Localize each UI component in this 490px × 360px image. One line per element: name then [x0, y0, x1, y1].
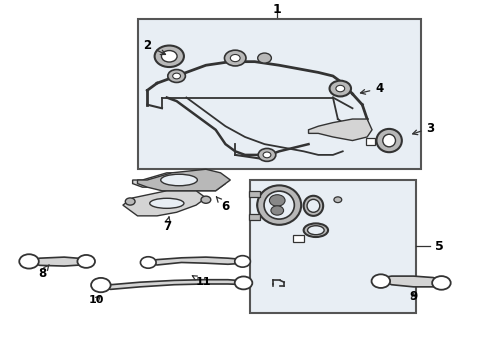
- Text: 8: 8: [38, 265, 49, 280]
- Circle shape: [270, 195, 285, 206]
- Ellipse shape: [304, 196, 323, 216]
- Polygon shape: [145, 257, 245, 265]
- Polygon shape: [25, 257, 91, 266]
- Circle shape: [155, 45, 184, 67]
- Circle shape: [432, 276, 451, 290]
- Polygon shape: [377, 276, 445, 287]
- Circle shape: [371, 274, 390, 288]
- Text: 1: 1: [272, 3, 281, 16]
- Circle shape: [235, 256, 250, 267]
- Text: 5: 5: [435, 240, 443, 253]
- Circle shape: [235, 276, 252, 289]
- Circle shape: [336, 85, 344, 92]
- Circle shape: [77, 255, 95, 268]
- Ellipse shape: [304, 224, 328, 237]
- Text: 11: 11: [193, 276, 211, 287]
- Ellipse shape: [308, 226, 324, 235]
- Text: 4: 4: [361, 82, 384, 95]
- Polygon shape: [309, 119, 372, 140]
- Polygon shape: [257, 189, 289, 218]
- Circle shape: [19, 254, 39, 269]
- Ellipse shape: [307, 199, 320, 212]
- Bar: [250, 180, 416, 313]
- Circle shape: [271, 206, 284, 215]
- Circle shape: [224, 50, 246, 66]
- Circle shape: [263, 152, 271, 158]
- Circle shape: [201, 196, 211, 203]
- Circle shape: [230, 54, 240, 62]
- Text: 2: 2: [143, 39, 166, 54]
- Ellipse shape: [383, 134, 395, 147]
- Polygon shape: [138, 169, 230, 191]
- Circle shape: [330, 81, 351, 96]
- Ellipse shape: [150, 198, 184, 208]
- Text: 7: 7: [163, 217, 171, 233]
- Circle shape: [161, 50, 177, 62]
- Circle shape: [91, 278, 111, 292]
- Bar: [138, 19, 421, 169]
- Ellipse shape: [257, 185, 301, 225]
- Polygon shape: [133, 173, 225, 191]
- Bar: [249, 191, 260, 197]
- Ellipse shape: [376, 129, 402, 152]
- Circle shape: [258, 148, 276, 161]
- Polygon shape: [96, 280, 247, 289]
- Text: 6: 6: [217, 197, 230, 213]
- Circle shape: [334, 197, 342, 203]
- Text: 10: 10: [88, 295, 104, 305]
- Circle shape: [168, 69, 185, 82]
- Circle shape: [258, 53, 271, 63]
- Circle shape: [141, 257, 156, 268]
- Ellipse shape: [264, 191, 294, 219]
- Bar: [293, 234, 304, 242]
- Circle shape: [172, 73, 180, 79]
- Ellipse shape: [161, 174, 197, 186]
- Bar: [366, 138, 375, 145]
- Bar: [249, 214, 260, 220]
- Text: 9: 9: [410, 290, 417, 303]
- Circle shape: [125, 198, 135, 205]
- Text: 3: 3: [413, 122, 435, 135]
- Polygon shape: [123, 191, 206, 216]
